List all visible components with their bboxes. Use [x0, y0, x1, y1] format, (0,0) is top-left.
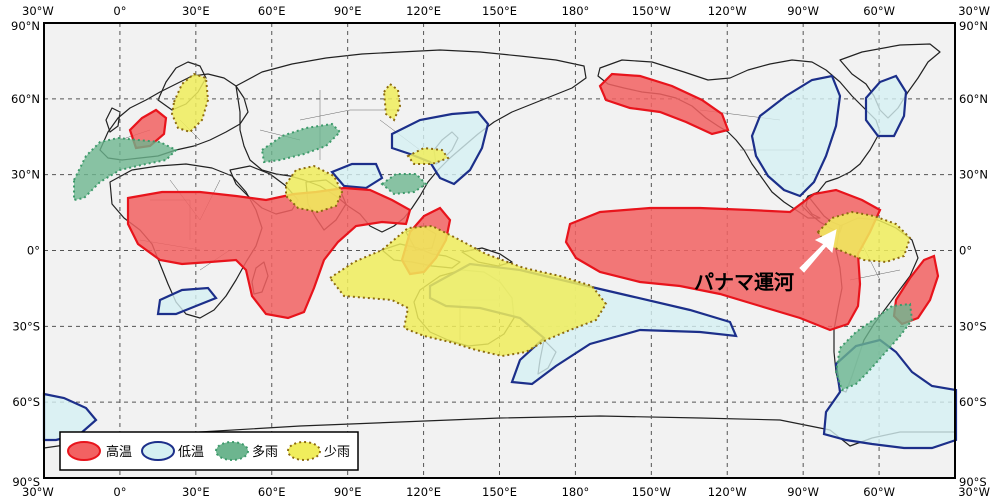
tick-label: 60°S	[959, 395, 987, 409]
wet-region-south-america	[834, 302, 914, 392]
hot-region-eastern-pacific	[564, 188, 882, 332]
tick-label: 30°N	[11, 168, 40, 182]
tick-label: 150°E	[482, 485, 517, 499]
tick-label: 60°E	[258, 485, 286, 499]
landmass-greenland	[839, 43, 941, 119]
legend-label-cold: 低温	[178, 445, 204, 460]
cold-region-southern-africa	[156, 286, 218, 316]
legend-swatch-dry	[287, 441, 321, 461]
longitude-labels-bottom: 30°W 0° 30°E 60°E 90°E 120°E 150°E 180° 150°W 120…	[22, 485, 990, 499]
tick-label: 90°E	[334, 485, 362, 499]
tick-label: 30°S	[12, 319, 40, 333]
dry-region-japan	[406, 146, 450, 165]
latitude-labels-right: 90°N 60°N 30°N 0° 30°S 60°S 90°S	[959, 19, 988, 489]
legend-swatch-hot	[67, 441, 101, 461]
latitude-labels-left: 90°N 60°N 30°N 0° 30°S 60°S 90°S	[11, 19, 40, 489]
tick-label: 60°N	[11, 92, 40, 106]
tick-label: 180°	[562, 4, 590, 18]
cold-region-east-asia	[390, 110, 490, 186]
dry-region-south-asia	[285, 164, 344, 214]
hot-region-africa-south-asia	[126, 186, 412, 320]
legend-label-wet: 多雨	[252, 444, 278, 460]
callout-label: パナマ運河	[694, 270, 794, 294]
hot-region-alaska	[598, 72, 730, 136]
tick-label: 90°W	[787, 485, 819, 499]
tick-label: 30°W	[958, 485, 990, 499]
tick-label: 30°W	[22, 4, 54, 18]
panama-canal-callout: パナマ運河	[694, 229, 837, 294]
landmass-britain	[105, 107, 121, 133]
tick-label: 60°W	[863, 4, 895, 18]
tick-label: 30°S	[959, 319, 987, 333]
tick-label: 120°E	[406, 485, 441, 499]
tick-label: 0°	[959, 244, 972, 258]
tick-label: 30°W	[22, 485, 54, 499]
wet-region-central-asia	[260, 122, 342, 164]
tick-label: 150°E	[482, 4, 517, 18]
tick-label: 60°E	[258, 4, 286, 18]
tick-label: 120°W	[708, 4, 747, 18]
wet-region-europe-west	[73, 136, 178, 202]
callout-arrow	[799, 229, 837, 273]
tick-label: 30°W	[958, 4, 990, 18]
dry-region-kamchatka	[382, 82, 402, 122]
dry-region-maritime-australia	[328, 224, 608, 358]
tick-label: 120°W	[708, 485, 747, 499]
tick-label: 60°N	[959, 92, 988, 106]
legend-label-hot: 高温	[106, 444, 132, 460]
dry-region-central-america	[816, 210, 912, 264]
legend-swatch-cold	[141, 441, 175, 461]
wet-region-east-china	[380, 173, 428, 196]
tick-label: 30°E	[182, 4, 210, 18]
cold-region-central-asia	[330, 162, 384, 190]
legend-label-dry: 少雨	[324, 445, 350, 460]
cold-region-north-america	[750, 74, 842, 198]
tick-label: 30°E	[182, 485, 210, 499]
dry-region-scandinavia	[170, 72, 210, 134]
longitude-labels-top: 30°W 0° 30°E 60°E 90°E 120°E 150°E 180° 150°W 120…	[22, 4, 990, 18]
tick-label: 90°W	[787, 4, 819, 18]
cold-region-antarctic-west	[42, 392, 98, 442]
anomaly-regions	[42, 72, 958, 450]
tick-label: 150°W	[632, 485, 671, 499]
tick-label: 180°	[562, 485, 590, 499]
tick-label: 30°N	[959, 168, 988, 182]
cold-region-greenland	[864, 74, 908, 138]
legend-swatch-wet	[215, 441, 249, 461]
map-frame	[43, 22, 956, 479]
tick-label: 90°S	[12, 475, 40, 489]
tick-label: 120°E	[406, 4, 441, 18]
tick-label: 150°W	[632, 4, 671, 18]
tick-label: 90°E	[334, 4, 362, 18]
tick-label: 60°W	[863, 485, 895, 499]
tick-label: 90°N	[959, 19, 988, 33]
tick-label: 90°N	[11, 19, 40, 33]
tick-label: 0°	[113, 485, 126, 499]
legend: 高温 低温 多雨 少雨	[59, 431, 359, 471]
tick-label: 60°S	[12, 395, 40, 409]
tick-label: 0°	[113, 4, 126, 18]
tick-label: 90°S	[959, 475, 987, 489]
tick-label: 0°	[27, 244, 40, 258]
